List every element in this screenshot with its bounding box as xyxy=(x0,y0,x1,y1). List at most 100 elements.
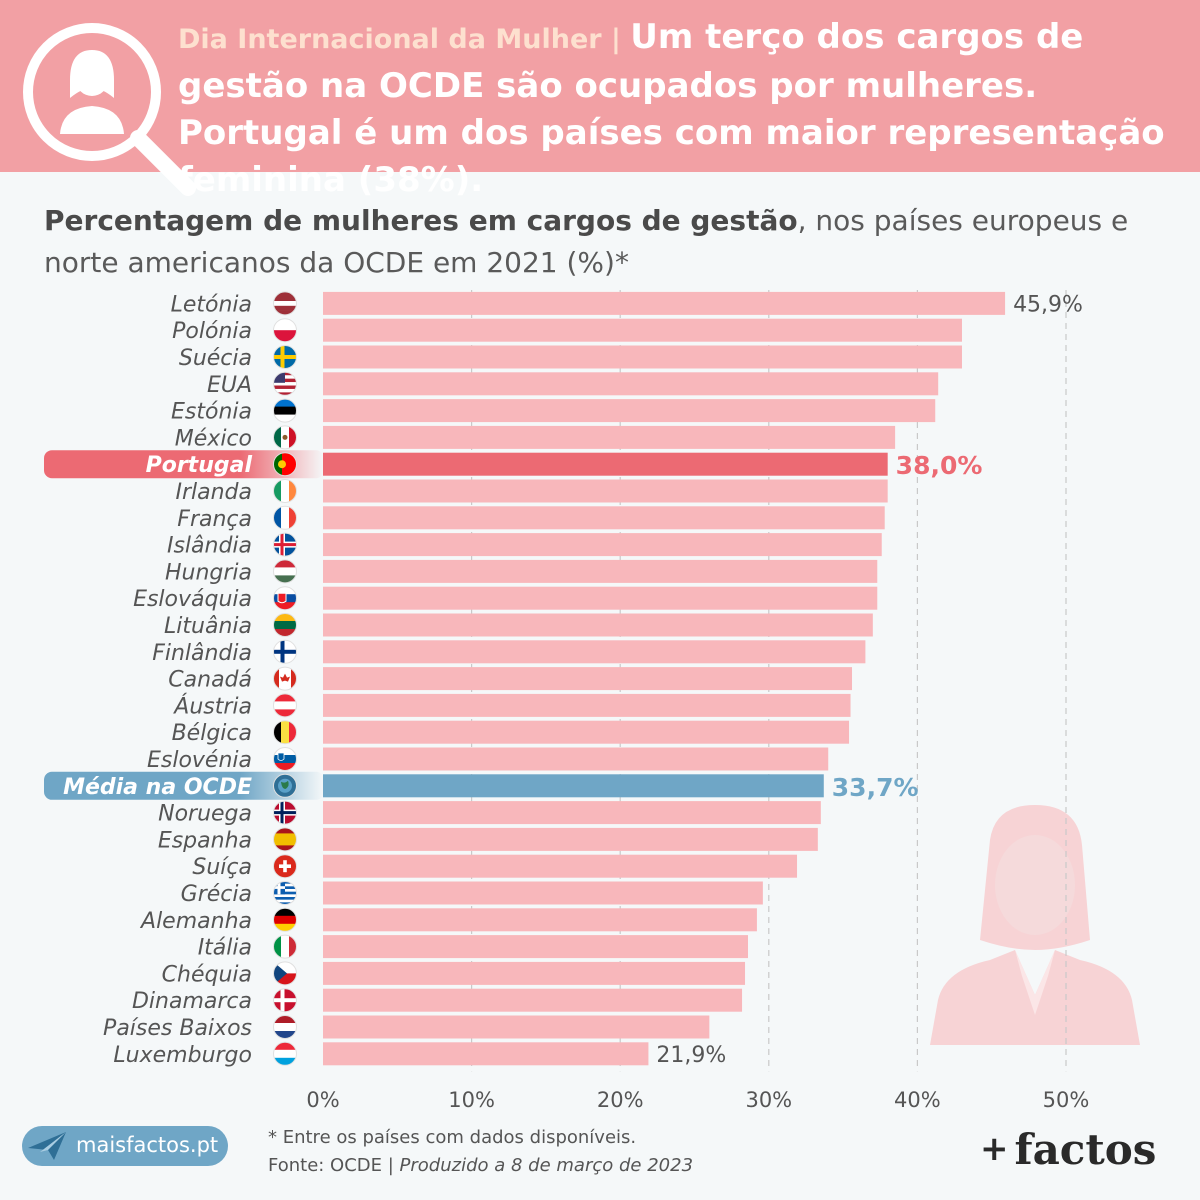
footnote-note: * Entre os países com dados disponíveis. xyxy=(268,1127,637,1148)
bar-irlanda xyxy=(323,479,888,503)
row-label: Grécia xyxy=(181,882,252,907)
bar-litu-nia xyxy=(323,613,873,637)
flag-ireland-icon xyxy=(273,479,297,503)
row-label: Eslováquia xyxy=(133,587,252,612)
woman-magnifier-icon xyxy=(23,23,196,196)
bar-espanha xyxy=(323,827,818,851)
bar-gr-cia xyxy=(323,881,763,905)
tick-label: 0% xyxy=(306,1088,339,1110)
bar-alemanha xyxy=(323,908,757,932)
tick-label: 40% xyxy=(894,1088,941,1110)
row-label: Islândia xyxy=(167,534,252,559)
row-label: Itália xyxy=(198,936,252,961)
headline-kicker: Dia Internacional da Mulher | xyxy=(178,24,631,55)
bar-m-xico xyxy=(323,425,896,449)
tick-label: 50% xyxy=(1043,1088,1090,1110)
flag-austria-icon xyxy=(273,693,297,718)
row-label: EUA xyxy=(207,373,252,398)
subtitle-bold: Percentagem de mulheres em cargos de ges… xyxy=(44,204,798,237)
subtitle-rest: , nos países europeus e norte americanos… xyxy=(44,204,1129,279)
paper-plane-icon xyxy=(28,1132,66,1160)
flag-germany-icon xyxy=(273,907,297,932)
flag-slovenia-icon xyxy=(273,747,297,771)
flag-portugal-icon xyxy=(273,452,297,477)
flag-norway-icon xyxy=(273,800,297,825)
row-label: Irlanda xyxy=(175,480,252,505)
row-label: França xyxy=(177,507,252,532)
flag-mexico-icon xyxy=(273,425,297,450)
site-label: maisfactos.pt xyxy=(76,1133,219,1157)
row-label: Portugal xyxy=(146,453,253,478)
flag-lithuania-icon xyxy=(273,613,297,637)
flag-slovakia-icon xyxy=(273,586,297,611)
flag-denmark-icon xyxy=(273,988,297,1013)
flag-spain-icon xyxy=(273,827,297,852)
value-label: 33,7% xyxy=(832,773,919,802)
flag-switzerland-icon xyxy=(273,854,297,879)
flag-canada-icon xyxy=(273,666,297,691)
bar-pol-nia xyxy=(323,318,962,342)
flag-iceland-icon xyxy=(273,532,297,557)
flag-poland-icon xyxy=(273,318,297,343)
row-label: Letónia xyxy=(171,292,252,317)
row-label: Noruega xyxy=(158,802,252,827)
flag-hungary-icon xyxy=(273,559,297,584)
bar-canad- xyxy=(323,667,853,691)
brand-name: factos xyxy=(1014,1125,1157,1174)
row-label: Estónia xyxy=(171,400,252,425)
site-link[interactable]: maisfactos.pt xyxy=(22,1126,228,1166)
bar-eslov-nia xyxy=(323,747,829,771)
row-label: Polónia xyxy=(172,319,252,344)
flag-latvia-icon xyxy=(273,291,297,316)
bar-portugal xyxy=(323,452,888,476)
bar-isl-ndia xyxy=(323,533,882,557)
tick-label: 30% xyxy=(745,1088,792,1110)
footnote-source: Fonte: OCDE | Produzido a 8 de março de … xyxy=(268,1152,693,1180)
bar-su-cia xyxy=(323,345,962,369)
value-label: 21,9% xyxy=(656,1043,726,1068)
row-label: Eslovénia xyxy=(147,748,252,773)
flag-sweden-icon xyxy=(273,345,297,369)
row-label: Espanha xyxy=(158,828,252,853)
chart-subtitle: Percentagem de mulheres em cargos de ges… xyxy=(44,200,1184,284)
row-label: Canadá xyxy=(168,668,252,693)
bar-m-dia-na-ocde xyxy=(323,774,824,798)
value-label: 45,9% xyxy=(1013,292,1083,317)
bar-b-lgica xyxy=(323,720,850,744)
tick-label: 20% xyxy=(597,1088,644,1110)
bar-ch-quia xyxy=(323,961,746,985)
woman-silhouette-icon xyxy=(930,805,1140,1045)
flag-usa-icon xyxy=(273,371,297,396)
value-label: 38,0% xyxy=(896,451,983,480)
headline-text: Um terço dos cargos de gestão na OCDE sã… xyxy=(178,17,1165,200)
flag-globe-icon xyxy=(273,773,297,798)
highlight-pill-portugal xyxy=(44,450,324,479)
bar-eua xyxy=(323,372,939,396)
bar-let-nia xyxy=(323,291,1006,315)
source-prefix: Fonte: OCDE | xyxy=(268,1155,400,1176)
flag-estonia-icon xyxy=(273,398,297,423)
row-label: Bélgica xyxy=(172,721,252,746)
row-label: Dinamarca xyxy=(132,989,252,1014)
row-label: Hungria xyxy=(165,560,252,585)
bar-pa-ses-baixos xyxy=(323,1015,710,1039)
row-label: Alemanha xyxy=(139,909,252,934)
row-label: Países Baixos xyxy=(103,1016,252,1041)
bar-chart: Letónia 45,9% PolóniaSuéciaEUAEstóniaMéxic… xyxy=(44,290,1090,1110)
bar-finl-ndia xyxy=(323,640,866,664)
row-label: Média na OCDE xyxy=(63,775,252,800)
bar-est-nia xyxy=(323,399,936,423)
flag-greece-icon xyxy=(273,881,297,905)
flag-czechia-icon xyxy=(273,961,297,986)
brand-logo: + factos xyxy=(980,1125,1156,1174)
row-label: Finlândia xyxy=(152,641,252,666)
row-label: México xyxy=(175,426,252,451)
flag-france-icon xyxy=(273,505,297,530)
flag-belgium-icon xyxy=(273,720,297,745)
flag-luxembourg-icon xyxy=(273,1041,297,1066)
tick-label: 10% xyxy=(448,1088,495,1110)
row-label: Chéquia xyxy=(162,962,252,987)
bar-su-a xyxy=(323,854,798,878)
bar-eslov-quia xyxy=(323,586,878,610)
footnote: * Entre os países com dados disponíveis.… xyxy=(268,1124,693,1180)
